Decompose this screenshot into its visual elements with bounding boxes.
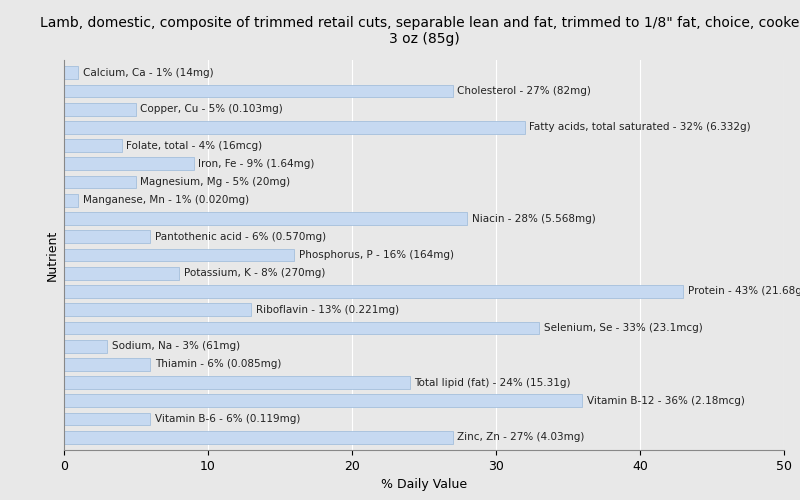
Text: Vitamin B-6 - 6% (0.119mg): Vitamin B-6 - 6% (0.119mg)	[154, 414, 300, 424]
Text: Potassium, K - 8% (270mg): Potassium, K - 8% (270mg)	[183, 268, 325, 278]
Bar	[64, 248, 294, 262]
Text: Magnesium, Mg - 5% (20mg): Magnesium, Mg - 5% (20mg)	[140, 177, 290, 187]
Text: Selenium, Se - 33% (23.1mcg): Selenium, Se - 33% (23.1mcg)	[543, 323, 702, 333]
Text: Riboflavin - 13% (0.221mg): Riboflavin - 13% (0.221mg)	[255, 304, 398, 314]
Bar	[64, 158, 194, 170]
Text: Pantothenic acid - 6% (0.570mg): Pantothenic acid - 6% (0.570mg)	[154, 232, 326, 242]
Bar	[64, 212, 467, 225]
Bar	[64, 194, 78, 206]
Text: Protein - 43% (21.68g): Protein - 43% (21.68g)	[687, 286, 800, 296]
Text: Cholesterol - 27% (82mg): Cholesterol - 27% (82mg)	[457, 86, 591, 96]
Bar	[64, 267, 179, 280]
Bar	[64, 84, 453, 98]
Bar	[64, 340, 107, 352]
Text: Thiamin - 6% (0.085mg): Thiamin - 6% (0.085mg)	[154, 360, 281, 370]
Text: Vitamin B-12 - 36% (2.18mcg): Vitamin B-12 - 36% (2.18mcg)	[586, 396, 745, 406]
Bar	[64, 66, 78, 79]
Text: Total lipid (fat) - 24% (15.31g): Total lipid (fat) - 24% (15.31g)	[414, 378, 570, 388]
Text: Folate, total - 4% (16mcg): Folate, total - 4% (16mcg)	[126, 140, 262, 150]
Bar	[64, 322, 539, 334]
Bar	[64, 394, 582, 407]
Text: Sodium, Na - 3% (61mg): Sodium, Na - 3% (61mg)	[111, 341, 240, 351]
Bar	[64, 121, 525, 134]
Bar	[64, 140, 122, 152]
Bar	[64, 431, 453, 444]
Bar	[64, 304, 251, 316]
Bar	[64, 285, 683, 298]
Text: Fatty acids, total saturated - 32% (6.332g): Fatty acids, total saturated - 32% (6.33…	[529, 122, 750, 132]
Title: Lamb, domestic, composite of trimmed retail cuts, separable lean and fat, trimme: Lamb, domestic, composite of trimmed ret…	[40, 16, 800, 46]
Bar	[64, 230, 150, 243]
Text: Copper, Cu - 5% (0.103mg): Copper, Cu - 5% (0.103mg)	[140, 104, 283, 114]
Text: Niacin - 28% (5.568mg): Niacin - 28% (5.568mg)	[471, 214, 595, 224]
Y-axis label: Nutrient: Nutrient	[46, 230, 58, 280]
Bar	[64, 376, 410, 389]
Text: Manganese, Mn - 1% (0.020mg): Manganese, Mn - 1% (0.020mg)	[82, 196, 249, 205]
Text: Phosphorus, P - 16% (164mg): Phosphorus, P - 16% (164mg)	[298, 250, 454, 260]
Bar	[64, 358, 150, 370]
Bar	[64, 176, 136, 188]
X-axis label: % Daily Value: % Daily Value	[381, 478, 467, 492]
Text: Calcium, Ca - 1% (14mg): Calcium, Ca - 1% (14mg)	[82, 68, 214, 78]
Bar	[64, 103, 136, 116]
Bar	[64, 412, 150, 426]
Text: Iron, Fe - 9% (1.64mg): Iron, Fe - 9% (1.64mg)	[198, 159, 314, 169]
Text: Zinc, Zn - 27% (4.03mg): Zinc, Zn - 27% (4.03mg)	[457, 432, 585, 442]
